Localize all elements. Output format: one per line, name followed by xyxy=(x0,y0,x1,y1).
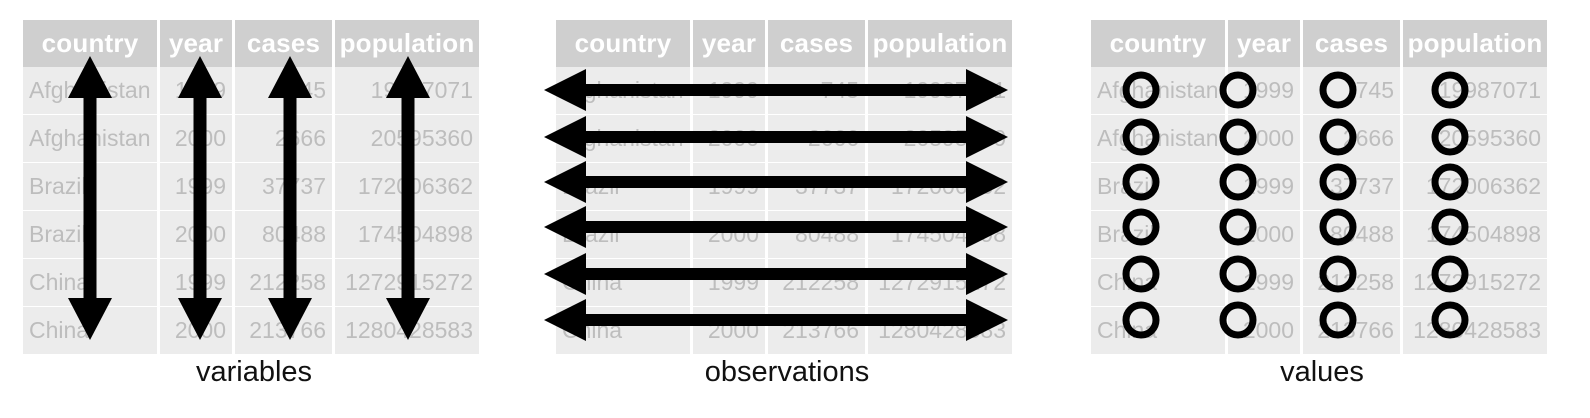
arrow-head xyxy=(966,253,1008,295)
value-circle xyxy=(1319,71,1357,109)
column-header-year: year xyxy=(1228,20,1300,67)
panel-values: country year cases population Afghanistan 199… xyxy=(1091,20,1553,400)
cell-year: 1999 xyxy=(1228,259,1300,307)
value-circle xyxy=(1122,208,1160,246)
arrow-head xyxy=(268,298,312,340)
data-table: countryyearcasespopulationAfghanistan199… xyxy=(20,20,482,355)
value-circle xyxy=(1431,255,1469,293)
column-header-country: country xyxy=(1091,20,1225,67)
value-circle xyxy=(1122,71,1160,109)
value-circle xyxy=(1219,118,1257,156)
cell-cases: 212258 xyxy=(1303,259,1400,307)
observation-arrow xyxy=(544,116,1008,158)
column-header-cases: cases xyxy=(1303,20,1400,67)
arrow-head xyxy=(68,56,112,98)
arrow-head xyxy=(966,299,1008,341)
panel-observations: countryyearcasespopulationAfghanistan199… xyxy=(544,20,1018,400)
value-circle xyxy=(1219,255,1257,293)
value-circle xyxy=(1431,118,1469,156)
panel-variables: countryyearcasespopulationAfghanistan199… xyxy=(23,20,485,400)
value-circle xyxy=(1431,71,1469,109)
value-circle xyxy=(1431,163,1469,201)
value-circle xyxy=(1319,255,1357,293)
column-header-year: year xyxy=(693,20,765,67)
header-row: country year cases population xyxy=(23,20,479,67)
value-circles xyxy=(1122,71,1469,339)
value-circle xyxy=(1122,301,1160,339)
arrow-head xyxy=(966,69,1008,111)
caption-observations: observations xyxy=(704,356,870,388)
column-header-population: population xyxy=(868,20,1012,67)
variable-arrow xyxy=(68,56,112,340)
column-header-country: country xyxy=(556,20,690,67)
header-row: country year cases population xyxy=(1091,20,1547,67)
variable-arrows xyxy=(68,56,430,340)
arrow-head xyxy=(544,69,586,111)
arrow-head xyxy=(268,56,312,98)
value-circle xyxy=(1319,163,1357,201)
observation-arrow xyxy=(544,69,1008,111)
arrow-head xyxy=(966,116,1008,158)
arrow-head xyxy=(966,161,1008,203)
value-circle xyxy=(1319,301,1357,339)
arrow-head xyxy=(386,298,430,340)
value-circle xyxy=(1122,255,1160,293)
cell-year: 1999 xyxy=(693,259,765,307)
value-circle xyxy=(1122,163,1160,201)
header-row: country year cases population xyxy=(556,20,1012,67)
column-header-population: population xyxy=(335,20,479,67)
observation-arrow xyxy=(544,161,1008,203)
value-circle xyxy=(1319,208,1357,246)
observation-arrow xyxy=(544,206,1008,248)
arrow-head xyxy=(68,298,112,340)
cell-population: 20595360 xyxy=(1403,115,1547,163)
column-header-population: population xyxy=(1403,20,1547,67)
variable-arrow xyxy=(268,56,312,340)
arrow-head xyxy=(544,161,586,203)
arrow-head xyxy=(966,206,1008,248)
variable-arrow xyxy=(178,56,222,340)
arrow-head xyxy=(178,298,222,340)
arrow-head xyxy=(178,56,222,98)
observation-arrow xyxy=(544,299,1008,341)
value-circle xyxy=(1431,301,1469,339)
arrow-head xyxy=(544,299,586,341)
caption-values: values xyxy=(1280,356,1364,388)
arrow-head xyxy=(544,206,586,248)
cell-population: 1280428583 xyxy=(1403,307,1547,355)
column-header-cases: cases xyxy=(235,20,332,67)
value-circle xyxy=(1122,118,1160,156)
value-circle xyxy=(1219,163,1257,201)
observation-arrow xyxy=(544,253,1008,295)
cell-population: 19987071 xyxy=(1403,67,1547,115)
value-circle xyxy=(1219,208,1257,246)
caption-variables: variables xyxy=(195,356,313,388)
column-header-cases: cases xyxy=(768,20,865,67)
arrow-head xyxy=(544,116,586,158)
value-circle xyxy=(1319,118,1357,156)
value-circle xyxy=(1219,301,1257,339)
arrow-head xyxy=(544,253,586,295)
column-header-year: year xyxy=(160,20,232,67)
variable-arrow xyxy=(386,56,430,340)
observation-arrows xyxy=(544,69,1008,341)
value-circle xyxy=(1219,71,1257,109)
value-circle xyxy=(1431,208,1469,246)
arrow-head xyxy=(386,56,430,98)
cell-population: 1272915272 xyxy=(1403,259,1547,307)
